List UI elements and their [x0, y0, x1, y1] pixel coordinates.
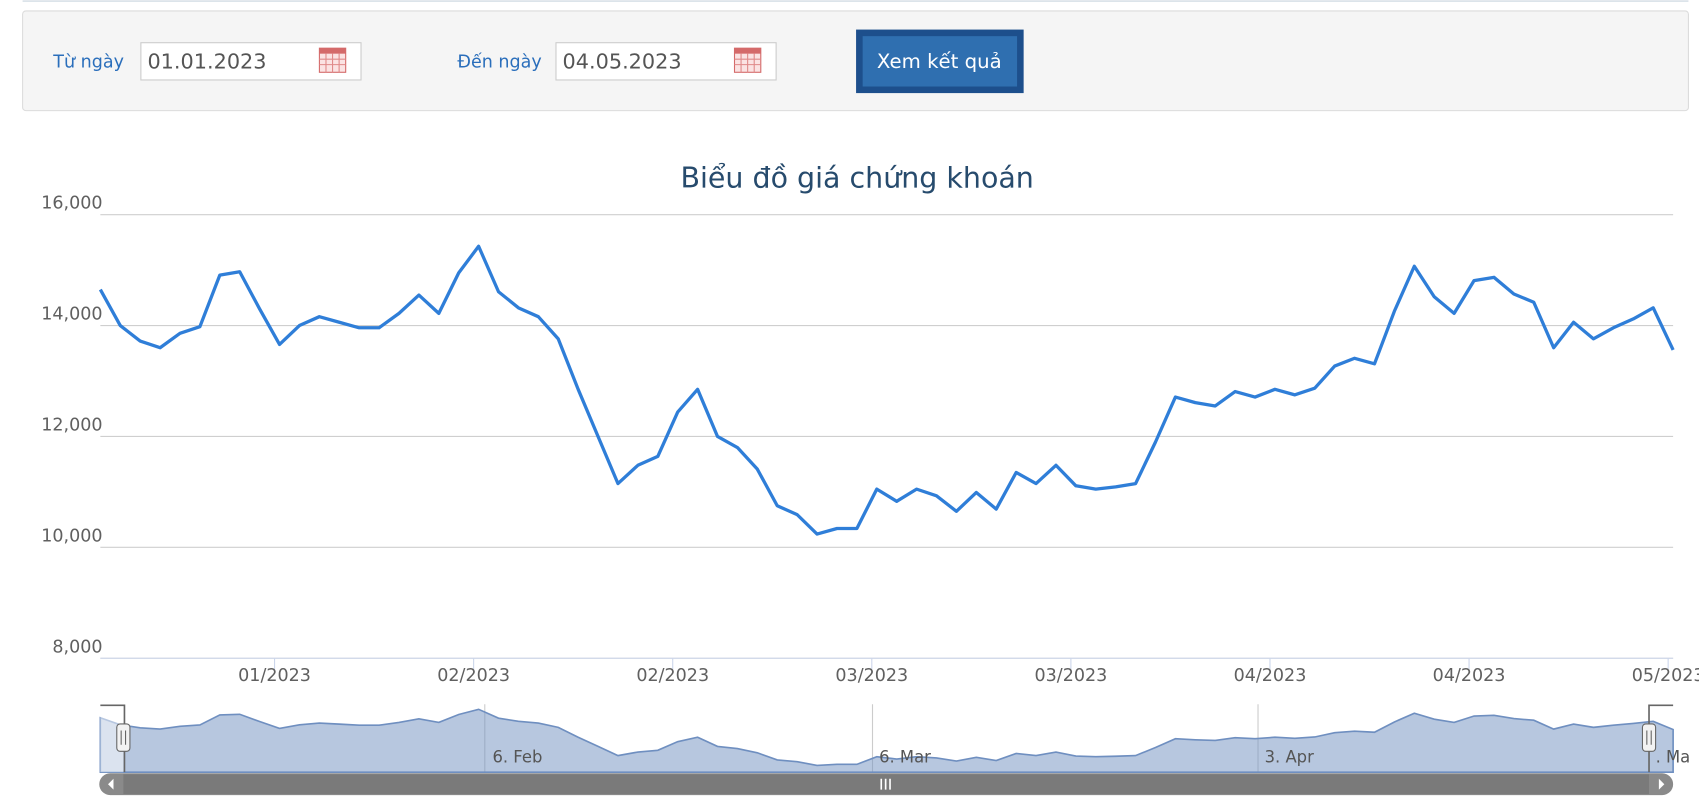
- navigator-label: . Ma: [1656, 747, 1691, 766]
- handle-grip: [120, 730, 127, 745]
- filter-panel: [22, 10, 1690, 112]
- scroll-left-arrow[interactable]: [108, 778, 114, 790]
- from-label: Từ ngày: [52, 52, 124, 72]
- y-tick-label: 14,000: [41, 305, 102, 325]
- handle-grip: [1646, 730, 1652, 745]
- x-tick-label: 02/2023: [437, 666, 510, 686]
- x-tick-label: 01/2023: [238, 666, 311, 686]
- submit-button-label: Xem kết quả: [877, 50, 1002, 73]
- navigator-label: 6. Feb: [492, 747, 542, 766]
- navigator-label: 3. Apr: [1265, 747, 1315, 766]
- price-line: [98, 244, 1675, 536]
- x-tick-label: 03/2023: [835, 666, 908, 686]
- y-tick-label: 12,000: [41, 416, 102, 436]
- y-tick-label: 16,000: [41, 194, 102, 214]
- calendar-icon[interactable]: [318, 47, 347, 73]
- from-value: 01.01.2023: [147, 49, 266, 73]
- calendar-icon[interactable]: [733, 47, 762, 73]
- x-tick-label: 02/2023: [636, 666, 709, 686]
- submit-button-face: [862, 36, 1018, 87]
- x-tick-label: 04/2023: [1433, 666, 1506, 686]
- y-tick-label: 10,000: [41, 526, 102, 546]
- scroll-right-arrow[interactable]: [1658, 778, 1665, 790]
- y-tick-label: 8,000: [52, 637, 102, 657]
- scrollbar-grip: [880, 778, 891, 790]
- x-tick-label: 04/2023: [1234, 666, 1307, 686]
- navigator-mask: [100, 704, 124, 773]
- navigator-label: 6. Mar: [879, 747, 931, 766]
- x-tick-label: 05/2023: [1632, 666, 1699, 686]
- chart-title: Biểu đồ giá chứng khoán: [680, 162, 1033, 195]
- navigator-handle[interactable]: [116, 723, 131, 752]
- navigator-area: [99, 708, 1674, 773]
- to-label: Đến ngày: [457, 51, 541, 72]
- navigator-handle[interactable]: [1641, 723, 1657, 752]
- x-tick-label: 03/2023: [1035, 666, 1108, 686]
- to-value: 04.05.2023: [563, 49, 682, 73]
